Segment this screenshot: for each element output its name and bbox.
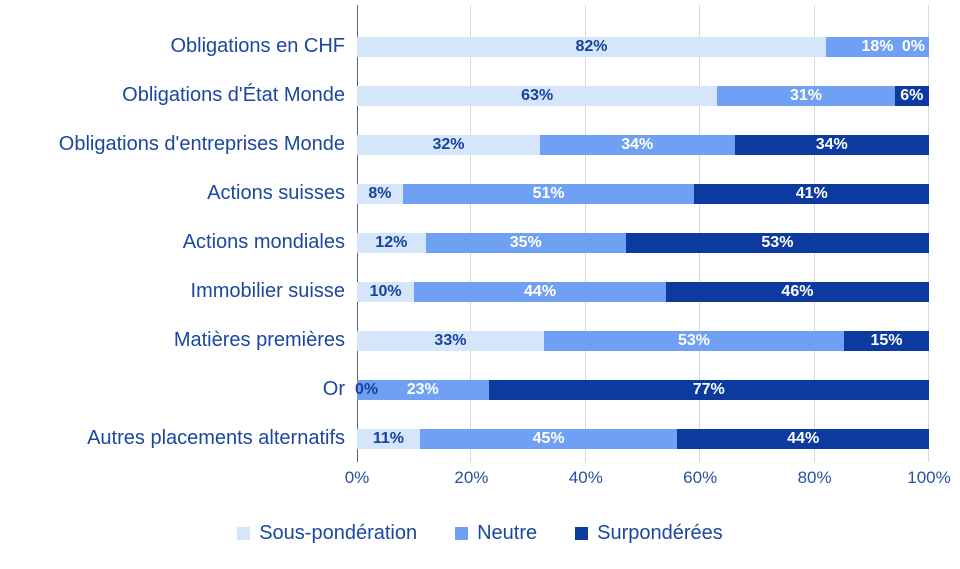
value-label: 44% (787, 429, 820, 447)
legend-swatch-icon (455, 527, 469, 540)
value-label: 35% (509, 233, 542, 251)
segment-sous-pond-ration (357, 428, 420, 449)
value-label: 46% (781, 282, 814, 300)
legend-swatch-icon (575, 527, 589, 540)
value-label: 31% (790, 86, 823, 104)
segment-sous-pond-ration (357, 232, 426, 253)
value-label: 45% (532, 429, 565, 447)
category-label: Obligations en CHF (170, 35, 345, 57)
category-label: Matières premières (173, 329, 345, 351)
segment-sous-pond-ration (357, 36, 827, 57)
segment-sous-pond-ration (357, 183, 403, 204)
value-label: 82% (575, 37, 608, 55)
segment-sous-pond-ration (357, 330, 544, 351)
bar-track: 0% 23% 77% (355, 379, 929, 400)
segment-surpond-r-es (665, 281, 929, 302)
value-label: 8% (368, 184, 392, 202)
category-label: Actions mondiales (182, 231, 345, 253)
category-label: Or (322, 378, 345, 400)
x-axis-tick-label: 60% (683, 468, 718, 487)
segment-sous-pond-ration (357, 85, 718, 106)
value-label: 6% (900, 86, 924, 104)
category-label: Obligations d'entreprises Monde (58, 133, 345, 155)
segment-surpond-r-es (844, 330, 929, 351)
segment-surpond-r-es (734, 134, 929, 155)
segment-neutre (425, 232, 626, 253)
legend-swatch-icon (237, 527, 251, 540)
bar-row: Actions suisses 8% 51% 41% (0, 169, 960, 218)
category-label: Obligations d'État Monde (122, 84, 345, 106)
value-label: 0% (355, 380, 379, 398)
segment-sous-pond-ration (357, 134, 541, 155)
value-label: 51% (532, 184, 565, 202)
legend-label: Sous-pondération (259, 522, 418, 544)
bar-track: 11% 45% 44% (357, 428, 929, 449)
bar-track: 12% 35% 53% (357, 232, 929, 253)
bar-row: Obligations en CHF 82% 18% 0% (0, 22, 960, 71)
value-label: 34% (621, 135, 654, 153)
bar-track: 33% 53% 15% (357, 330, 929, 351)
value-label: 18% (861, 37, 894, 55)
x-axis-tick-label: 100% (907, 468, 951, 487)
bar-track: 82% 18% 0% (357, 36, 929, 57)
legend-item-neutre: Neutre (455, 522, 537, 545)
segment-surpond-r-es (677, 428, 929, 449)
value-label: 53% (761, 233, 794, 251)
category-label: Immobilier suisse (190, 280, 345, 302)
value-label: 15% (870, 331, 903, 349)
value-label: 23% (406, 380, 439, 398)
bar-track: 32% 34% 34% (357, 134, 929, 155)
value-label: 53% (677, 331, 710, 349)
segment-neutre (414, 281, 666, 302)
legend-label: Surpondérées (597, 522, 723, 544)
legend: Sous-pondération Neutre Surpondérées (0, 522, 960, 545)
segment-neutre (717, 85, 895, 106)
legend-item-sous-pond-ration: Sous-pondération (237, 522, 417, 545)
segment-neutre (540, 134, 735, 155)
bar-row: Or 0% 23% 77% (0, 365, 960, 414)
segment-neutre (419, 428, 678, 449)
segment-neutre (402, 183, 695, 204)
segment-surpond-r-es (894, 85, 929, 106)
bar-row: Obligations d'État Monde 63% 31% 6% (0, 71, 960, 120)
segment-neutre (543, 330, 845, 351)
segment-neutre (357, 379, 489, 400)
bar-row: Obligations d'entreprises Monde 32% 34% 34% (0, 120, 960, 169)
value-label: 41% (795, 184, 828, 202)
bar-row: Matières premières 33% 53% 15% (0, 316, 960, 365)
value-label: 0% (901, 37, 925, 55)
bar-track: 10% 44% 46% (357, 281, 929, 302)
value-label: 12% (375, 233, 408, 251)
value-label: 77% (692, 380, 725, 398)
segment-neutre (826, 36, 929, 57)
value-label: 34% (815, 135, 848, 153)
value-label: 44% (524, 282, 557, 300)
value-label: 10% (369, 282, 402, 300)
bar-row: Autres placements alternatifs 11% 45% 44% (0, 414, 960, 463)
category-label: Autres placements alternatifs (87, 427, 345, 449)
value-label: 32% (432, 135, 465, 153)
value-label: 33% (434, 331, 467, 349)
category-label: Actions suisses (207, 182, 345, 204)
segment-surpond-r-es (488, 379, 929, 400)
legend-item-surpond-r-es: Surpondérées (575, 522, 723, 545)
value-label: 11% (372, 429, 405, 447)
x-axis-tick-label: 0% (344, 468, 370, 487)
value-label: 63% (521, 86, 554, 104)
legend-label: Neutre (477, 522, 538, 544)
bar-track: 63% 31% 6% (357, 85, 929, 106)
bar-row: Actions mondiales 12% 35% 53% (0, 218, 960, 267)
bars-area: Obligations en CHF 82% 18% 0% Obligations d'… (0, 22, 960, 463)
bar-row: Immobilier suisse 10% 44% 46% (0, 267, 960, 316)
bar-track: 8% 51% 41% (357, 183, 929, 204)
segment-surpond-r-es (625, 232, 929, 253)
segment-sous-pond-ration (357, 281, 415, 302)
x-axis: 0% 20% 40% 60% 80% 100% (345, 468, 951, 492)
x-axis-tick-label: 80% (797, 468, 832, 487)
x-axis-tick-label: 20% (454, 468, 489, 487)
x-axis-tick-label: 40% (568, 468, 603, 487)
segment-surpond-r-es (694, 183, 929, 204)
